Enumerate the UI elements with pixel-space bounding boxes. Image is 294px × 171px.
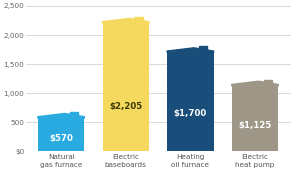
Polygon shape bbox=[232, 81, 278, 86]
Polygon shape bbox=[103, 18, 149, 23]
Bar bbox=[232, 86, 278, 151]
Text: $570: $570 bbox=[49, 134, 73, 143]
Polygon shape bbox=[264, 80, 272, 83]
Polygon shape bbox=[134, 17, 143, 21]
Polygon shape bbox=[38, 114, 84, 118]
Polygon shape bbox=[167, 48, 214, 52]
Bar bbox=[38, 118, 84, 151]
Polygon shape bbox=[199, 46, 207, 50]
Text: $2,205: $2,205 bbox=[109, 102, 142, 111]
Text: $1,125: $1,125 bbox=[238, 121, 272, 130]
Bar bbox=[167, 52, 214, 151]
Bar bbox=[103, 23, 149, 151]
Text: $1,700: $1,700 bbox=[174, 109, 207, 118]
Polygon shape bbox=[70, 112, 78, 116]
